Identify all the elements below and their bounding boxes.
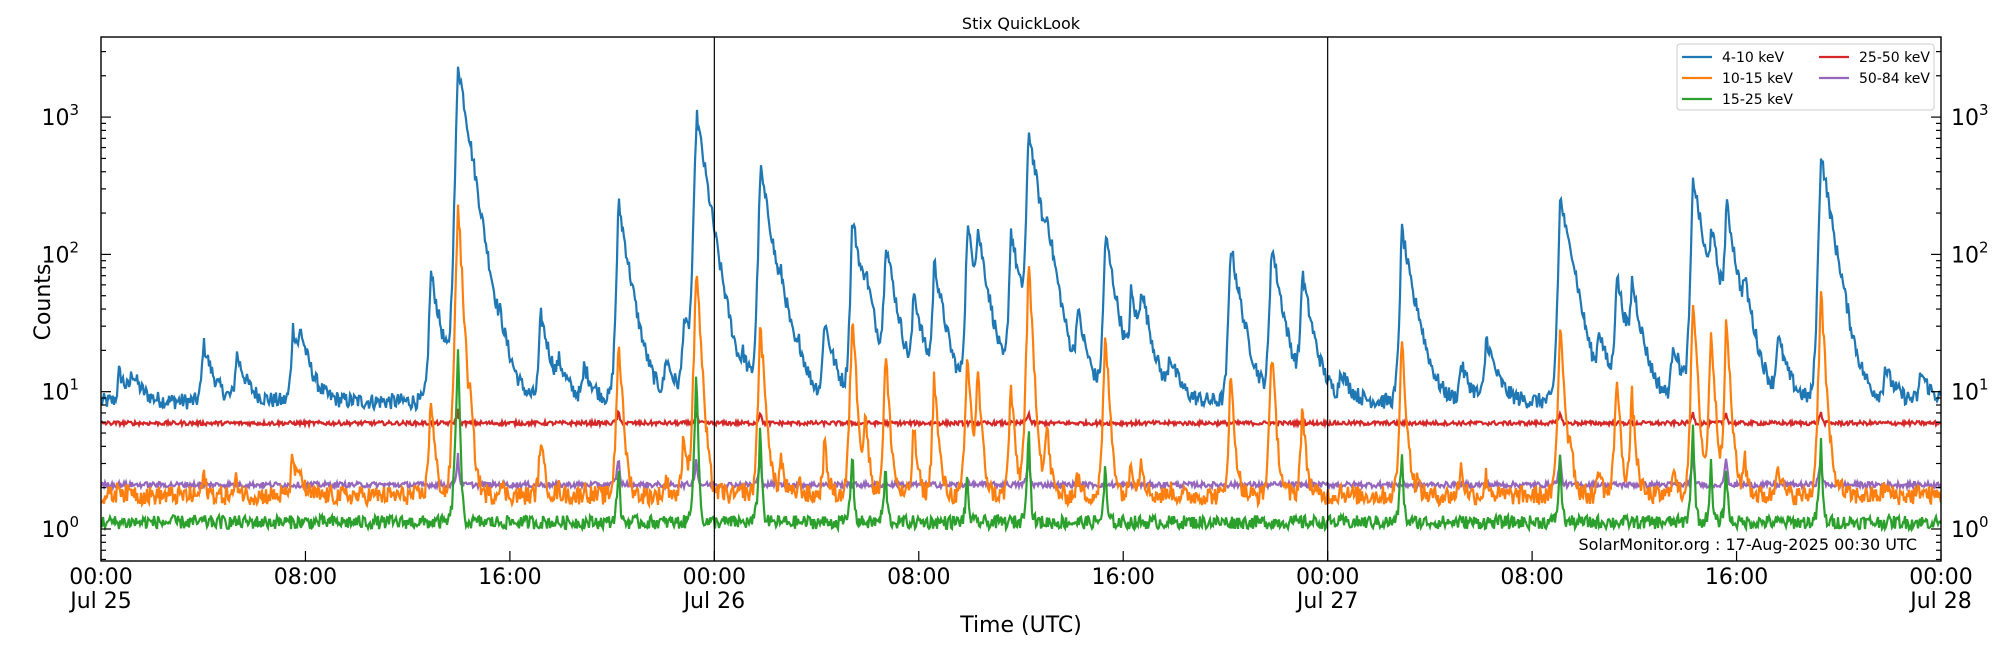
series-line-4-10kev <box>101 66 1941 413</box>
x-tick-time: 08:00 <box>1500 565 1563 590</box>
x-tick-time: 00:00 <box>683 565 746 590</box>
x-tick-time: 16:00 <box>1092 565 1155 590</box>
x-tick-time: 16:00 <box>478 565 541 590</box>
legend-box <box>1676 43 1935 111</box>
plot-series-group <box>101 66 1941 534</box>
plot-frame <box>100 36 1942 562</box>
left-y-tick-label: 100 <box>41 513 79 543</box>
x-tick-time: 00:00 <box>69 565 132 590</box>
x-tick-time: 16:00 <box>1705 565 1768 590</box>
legend-label: 25-50 keV <box>1859 50 1930 66</box>
left-y-tick-label: 103 <box>41 101 79 131</box>
legend-label: 15-25 keV <box>1722 92 1793 108</box>
x-axis-label: Time (UTC) <box>959 613 1082 638</box>
legend: 4-10 keV 10-15 keV 15-25 keV 25-50 keV 50-84… <box>1676 43 1935 111</box>
x-tick-date: Jul 25 <box>68 589 132 614</box>
series-line-10-15kev <box>101 204 1941 510</box>
legend-label: 50-84 keV <box>1859 71 1930 87</box>
right-y-tick-label: 101 <box>1951 376 1989 406</box>
x-tick-date: Jul 27 <box>1295 589 1359 614</box>
x-tick-time: 08:00 <box>887 565 950 590</box>
series-line-50-84kev <box>101 451 1941 492</box>
right-y-tick-label: 103 <box>1951 101 1989 131</box>
left-y-tick-label: 102 <box>41 238 79 268</box>
right-y-tick-label: 102 <box>1951 238 1989 268</box>
watermark: SolarMonitor.org : 17-Aug-2025 00:30 UTC <box>1578 535 1917 554</box>
series-line-15-25kev <box>101 349 1941 534</box>
right-y-tick-label: 100 <box>1951 513 1989 543</box>
x-tick-date: Jul 28 <box>1908 589 1972 614</box>
legend-label: 4-10 keV <box>1722 50 1784 66</box>
chart-title: Stix QuickLook <box>962 14 1081 33</box>
series-line-25-50kev <box>101 408 1941 430</box>
legend-label: 10-15 keV <box>1722 71 1793 87</box>
x-tick-date: Jul 26 <box>682 589 746 614</box>
y-axis-label: Counts <box>31 264 56 341</box>
x-tick-time: 00:00 <box>1909 565 1972 590</box>
x-tick-time: 00:00 <box>1296 565 1359 590</box>
x-tick-time: 08:00 <box>274 565 337 590</box>
left-y-tick-label: 101 <box>41 376 79 406</box>
